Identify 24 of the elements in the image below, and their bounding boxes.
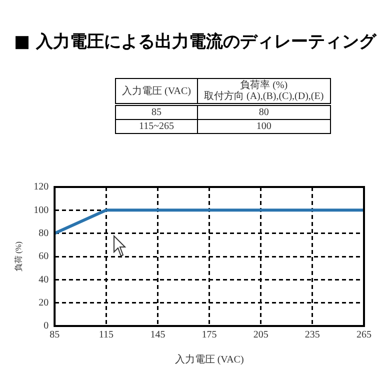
text: 入力電圧 (VAC) [116,78,198,104]
y-tick-label: 60 [38,251,49,262]
x-axis-title: 入力電圧 (VAC) [174,354,244,366]
y-tick-label: 20 [38,297,49,308]
x-tick-label: 145 [150,330,166,341]
y-tick-label: 0 [44,320,49,332]
x-tick-label: 175 [202,330,217,341]
text: 100 [197,120,330,134]
text: 取付方向 (A),(B),(C),(D),(E) [204,91,324,102]
y-axis-title: 負荷 (%) [14,241,23,272]
x-tick-label: 115 [98,330,114,341]
y-tick-label: 80 [38,228,49,239]
text: 115~265 [116,120,198,134]
y-tick-label: 120 [34,182,49,193]
x-tick-label: 85 [50,330,60,341]
text: 85 [116,104,198,120]
chart-title: ■ 入力電圧による出力電流のディレーティング [14,31,376,53]
text: 負荷率 (%) [240,80,288,91]
x-tick-label: 205 [253,330,268,341]
y-tick-label: 100 [34,204,49,216]
text: 80 [197,104,330,120]
x-tick-label: 265 [356,330,372,341]
y-tick-label: 40 [38,274,49,286]
x-tick-label: 235 [304,330,320,341]
